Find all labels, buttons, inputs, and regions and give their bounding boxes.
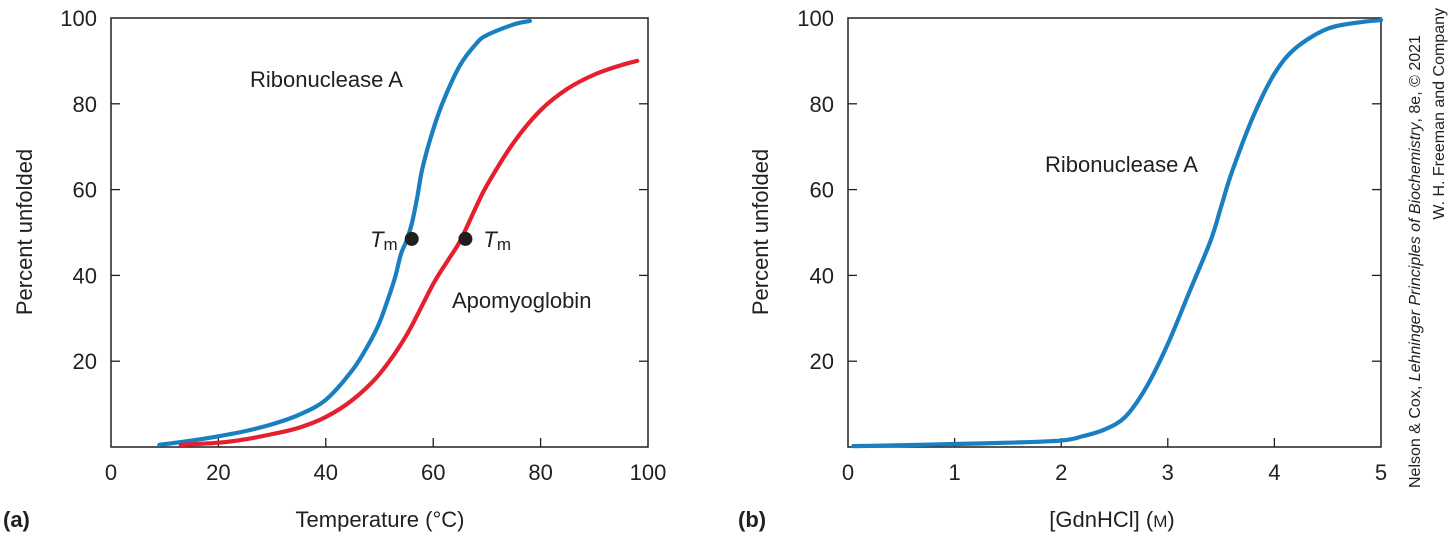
- credit-prefix: Nelson & Cox,: [1407, 381, 1424, 488]
- y-axis-title: Percent unfolded: [12, 149, 37, 315]
- x-tick-label: 1: [948, 460, 960, 485]
- tm-label-main: T: [483, 227, 498, 252]
- tick-marks: [848, 103, 1381, 447]
- x-tick-label: 60: [421, 460, 445, 485]
- plot-frame: [847, 17, 1382, 448]
- tm-points: Tm Tm: [370, 227, 511, 254]
- series-line-apomyoglobin: [178, 58, 640, 447]
- x-axis-title: Temperature (°C): [296, 507, 465, 532]
- y-tick-label: 20: [73, 349, 97, 374]
- x-tick-label: 2: [1055, 460, 1067, 485]
- y-tick-label: 100: [60, 6, 97, 31]
- x-axis-title-close: ): [1167, 507, 1174, 532]
- x-axis-title-main: [GdnHCl] (: [1049, 507, 1154, 532]
- x-tick-label: 3: [1162, 460, 1174, 485]
- y-tick-label: 60: [73, 178, 97, 203]
- series-line-ribonuclease-a: [157, 18, 532, 447]
- tm-label-main: T: [370, 227, 385, 252]
- curves: [851, 18, 1384, 449]
- x-tick-label: 80: [528, 460, 552, 485]
- panel-b: 20 40 60 80 100 0 1 2 3 4 5 Percent unfolded [Gdn…: [738, 6, 1387, 532]
- tm-point-marker: [404, 231, 419, 246]
- credit-book-title: Lehninger Principles of Biochemistry: [1407, 121, 1424, 381]
- x-tick-label: 40: [314, 460, 338, 485]
- y-tick-label: 40: [73, 263, 97, 288]
- y-tick-label: 20: [810, 349, 834, 374]
- panel-label-b: (b): [738, 507, 766, 532]
- y-tick-label: 80: [73, 92, 97, 117]
- x-tick-label: 5: [1375, 460, 1387, 485]
- tm-label-subscript: m: [384, 235, 398, 254]
- y-tick-label: 80: [810, 92, 834, 117]
- annotation-ribonuclease-a: Ribonuclease A: [1045, 152, 1198, 177]
- x-tick-label: 4: [1268, 460, 1280, 485]
- tm-label-subscript: m: [497, 235, 511, 254]
- x-tick-label: 0: [105, 460, 117, 485]
- y-tick-label: 100: [797, 6, 834, 31]
- x-tick-labels: 0 20 40 60 80 100: [105, 460, 666, 485]
- tm-label: Tm: [370, 227, 398, 254]
- y-tick-labels: 20 40 60 80 100: [797, 6, 834, 374]
- annotation-ribonuclease-a: Ribonuclease A: [250, 67, 403, 92]
- y-axis-title: Percent unfolded: [748, 149, 773, 315]
- annotation-apomyoglobin: Apomyoglobin: [452, 288, 591, 313]
- x-tick-label: 20: [206, 460, 230, 485]
- x-tick-labels: 0 1 2 3 4 5: [842, 460, 1387, 485]
- curves: [157, 18, 640, 447]
- plot-frame: [110, 17, 649, 448]
- tm-label: Tm: [483, 227, 511, 254]
- panel-label-a: (a): [3, 507, 30, 532]
- x-axis-title-unit: M: [1153, 512, 1167, 531]
- credit-suffix: , 8e, © 2021: [1407, 35, 1424, 123]
- tick-marks: [111, 103, 648, 447]
- y-tick-label: 60: [810, 178, 834, 203]
- series-line-ribonuclease-a: [851, 18, 1384, 449]
- x-tick-label: 0: [842, 460, 854, 485]
- x-tick-label: 100: [630, 460, 667, 485]
- y-tick-labels: 20 40 60 80 100: [60, 6, 97, 374]
- credit-line-1: Nelson & Cox, Lehninger Principles of Bi…: [1407, 35, 1424, 488]
- tm-point-marker: [458, 231, 473, 246]
- credit-line-2: W. H. Freeman and Company: [1431, 8, 1448, 220]
- x-axis-title: [GdnHCl] (M): [1049, 507, 1174, 532]
- y-tick-label: 40: [810, 263, 834, 288]
